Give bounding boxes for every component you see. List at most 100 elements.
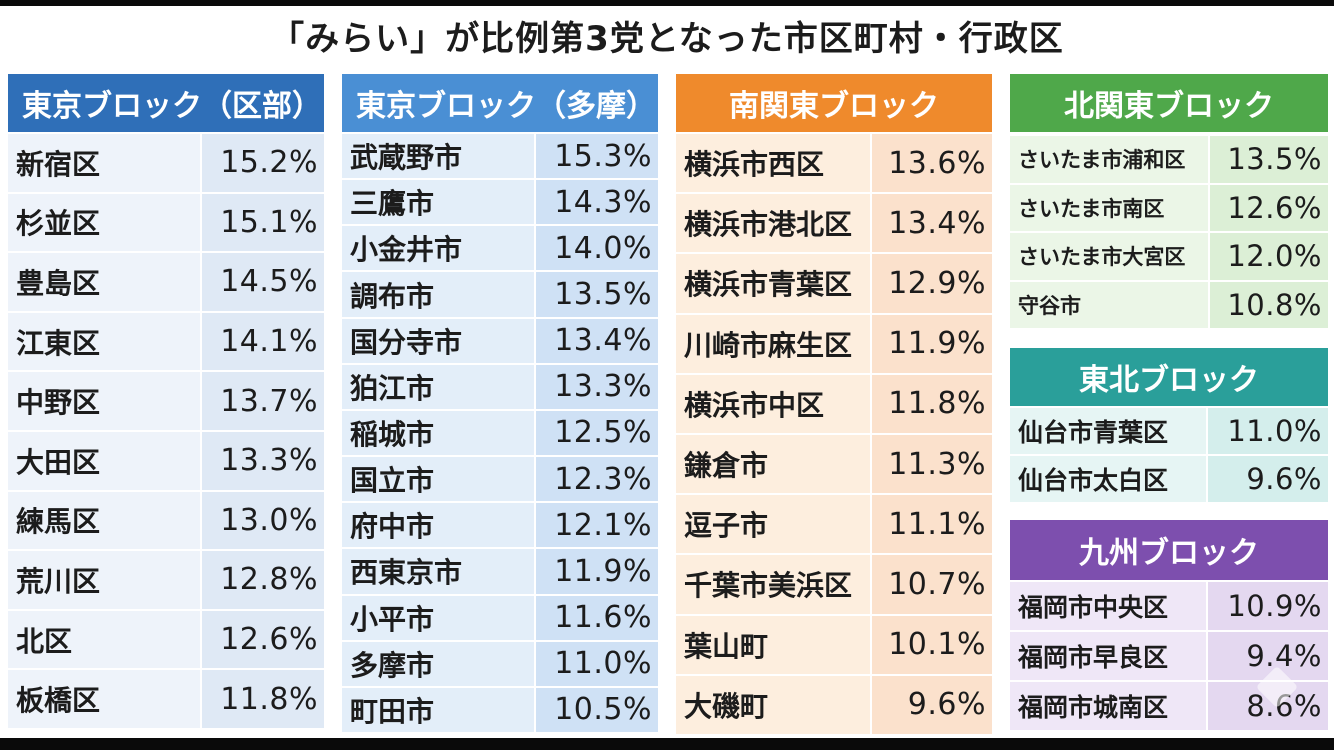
area-name: 多摩市 — [342, 641, 536, 686]
area-name: さいたま市浦和区 — [1010, 136, 1210, 183]
vote-share-value: 14.0% — [536, 226, 658, 271]
vote-share-value: 15.3% — [536, 134, 658, 179]
vote-share-value: 10.5% — [536, 687, 658, 732]
block-header: 東北ブロック — [1010, 348, 1328, 406]
vote-share-value: 15.1% — [202, 193, 324, 252]
area-name: 杉並区 — [8, 193, 202, 252]
area-name: 稲城市 — [342, 410, 536, 456]
block-header: 南関東ブロック — [676, 74, 992, 132]
vote-share-value: 14.5% — [202, 253, 324, 311]
area-name: 葉山町 — [676, 615, 872, 674]
vote-share-value: 10.1% — [872, 615, 992, 674]
vote-share-value: 12.6% — [202, 610, 324, 669]
area-name: 練馬区 — [8, 491, 202, 550]
area-name: さいたま市大宮区 — [1010, 233, 1210, 280]
table-row: 豊島区 14.5% — [8, 253, 324, 313]
vote-share-value: 13.4% — [872, 194, 992, 253]
area-name: 川崎市麻生区 — [676, 314, 872, 373]
table-row: 西東京市 11.9% — [342, 549, 658, 596]
area-name: 町田市 — [342, 687, 536, 732]
block-tokyo-ku: 東京ブロック（区部） 新宿区 15.2% 杉並区 15.1% 豊島区 14.5% 江東区 14.… — [8, 74, 324, 730]
vote-share-value: 14.1% — [202, 312, 324, 371]
area-name: 小平市 — [342, 595, 536, 640]
table-row: 横浜市中区 11.8% — [676, 374, 992, 435]
area-name: 狛江市 — [342, 364, 536, 409]
table-row: 杉並区 15.1% — [8, 193, 324, 254]
area-name: 千葉市美浜区 — [676, 555, 872, 614]
vote-share-value: 11.9% — [536, 549, 658, 594]
table-row: 新宿区 15.2% — [8, 134, 324, 194]
vote-share-value: 11.0% — [1208, 408, 1328, 454]
area-name: 荒川区 — [8, 551, 202, 609]
vote-share-value: 12.3% — [536, 457, 658, 502]
vote-share-value: 10.8% — [1210, 281, 1328, 328]
vote-share-value: 12.9% — [872, 254, 992, 313]
table-row: 仙台市青葉区 11.0% — [1010, 408, 1328, 456]
table-row: 福岡市中央区 10.9% — [1010, 582, 1328, 632]
vote-share-value: 11.8% — [202, 670, 324, 728]
vote-share-value: 13.5% — [536, 272, 658, 317]
table-row: 千葉市美浜区 10.7% — [676, 555, 992, 616]
table-row: 大田区 13.3% — [8, 432, 324, 492]
vote-share-value: 12.5% — [536, 410, 658, 456]
table-row: 守谷市 10.8% — [1010, 281, 1328, 330]
table-row: さいたま市浦和区 13.5% — [1010, 136, 1328, 185]
vote-share-value: 14.3% — [536, 180, 658, 225]
area-name: 小金井市 — [342, 226, 536, 271]
vote-share-value: 11.1% — [872, 495, 992, 554]
area-name: 仙台市太白区 — [1010, 456, 1208, 502]
area-name: 横浜市西区 — [676, 134, 872, 193]
area-name: 鎌倉市 — [676, 435, 872, 494]
vote-share-value: 11.6% — [536, 595, 658, 640]
table-row: 横浜市西区 13.6% — [676, 134, 992, 195]
area-name: 国立市 — [342, 457, 536, 502]
block-rows: さいたま市浦和区 13.5% さいたま市南区 12.6% さいたま市大宮区 12.0% 守谷… — [1010, 136, 1328, 330]
vote-share-value: 10.9% — [1208, 582, 1328, 630]
area-name: 国分寺市 — [342, 318, 536, 363]
table-row: 大磯町 9.6% — [676, 675, 992, 736]
page-title: 「みらい」が比例第3党となった市区町村・行政区 — [270, 19, 1064, 59]
vote-share-value: 13.6% — [872, 134, 992, 193]
table-row: 福岡市早良区 9.4% — [1010, 632, 1328, 682]
block-rows: 武蔵野市 15.3% 三鷹市 14.3% 小金井市 14.0% 調布市 13.5% 国分寺市 13… — [342, 134, 658, 734]
area-name: 福岡市中央区 — [1010, 582, 1208, 630]
table-row: 川崎市麻生区 11.9% — [676, 314, 992, 375]
area-name: 横浜市青葉区 — [676, 254, 872, 313]
table-row: 国分寺市 13.4% — [342, 318, 658, 365]
table-row: 武蔵野市 15.3% — [342, 134, 658, 181]
table-row: 小平市 11.6% — [342, 595, 658, 642]
area-name: 府中市 — [342, 503, 536, 548]
vote-share-value: 13.5% — [1210, 136, 1328, 183]
vote-share-value: 12.1% — [536, 503, 658, 548]
vote-share-value: 13.4% — [536, 318, 658, 363]
area-name: 三鷹市 — [342, 180, 536, 225]
table-row: 小金井市 14.0% — [342, 226, 658, 273]
block-rows: 福岡市中央区 10.9% 福岡市早良区 9.4% 福岡市城南区 8.6% — [1010, 582, 1328, 732]
area-name: 新宿区 — [8, 134, 202, 192]
area-name: 逗子市 — [676, 495, 872, 554]
block-rows: 仙台市青葉区 11.0% 仙台市太白区 9.6% — [1010, 408, 1328, 504]
vote-share-value: 9.6% — [1208, 456, 1328, 502]
vote-share-value: 13.3% — [536, 364, 658, 409]
area-name: 江東区 — [8, 312, 202, 371]
block-header: 東京ブロック（多摩） — [342, 74, 658, 132]
area-name: 豊島区 — [8, 253, 202, 311]
vote-share-value: 13.3% — [202, 432, 324, 490]
table-row: 横浜市港北区 13.4% — [676, 194, 992, 255]
block-kyushu: 九州ブロック 福岡市中央区 10.9% 福岡市早良区 9.4% 福岡市城南区 8.6% — [1010, 520, 1328, 732]
table-row: 荒川区 12.8% — [8, 551, 324, 611]
top-border — [0, 0, 1334, 6]
area-name: 調布市 — [342, 272, 536, 317]
table-row: 葉山町 10.1% — [676, 615, 992, 676]
table-row: 練馬区 13.0% — [8, 491, 324, 552]
area-name: 大田区 — [8, 432, 202, 490]
block-minami-kanto: 南関東ブロック 横浜市西区 13.6% 横浜市港北区 13.4% 横浜市青葉区 12.9% 川… — [676, 74, 992, 736]
block-tokyo-tama: 東京ブロック（多摩） 武蔵野市 15.3% 三鷹市 14.3% 小金井市 14.0% 調布市 1… — [342, 74, 658, 734]
area-name: さいたま市南区 — [1010, 184, 1210, 231]
block-tohoku: 東北ブロック 仙台市青葉区 11.0% 仙台市太白区 9.6% — [1010, 348, 1328, 504]
vote-share-value: 12.0% — [1210, 233, 1328, 280]
table-row: 仙台市太白区 9.6% — [1010, 456, 1328, 504]
area-name: 武蔵野市 — [342, 134, 536, 179]
table-row: 町田市 10.5% — [342, 687, 658, 734]
block-kita-kanto: 北関東ブロック さいたま市浦和区 13.5% さいたま市南区 12.6% さいたま市大宮区… — [1010, 74, 1328, 330]
